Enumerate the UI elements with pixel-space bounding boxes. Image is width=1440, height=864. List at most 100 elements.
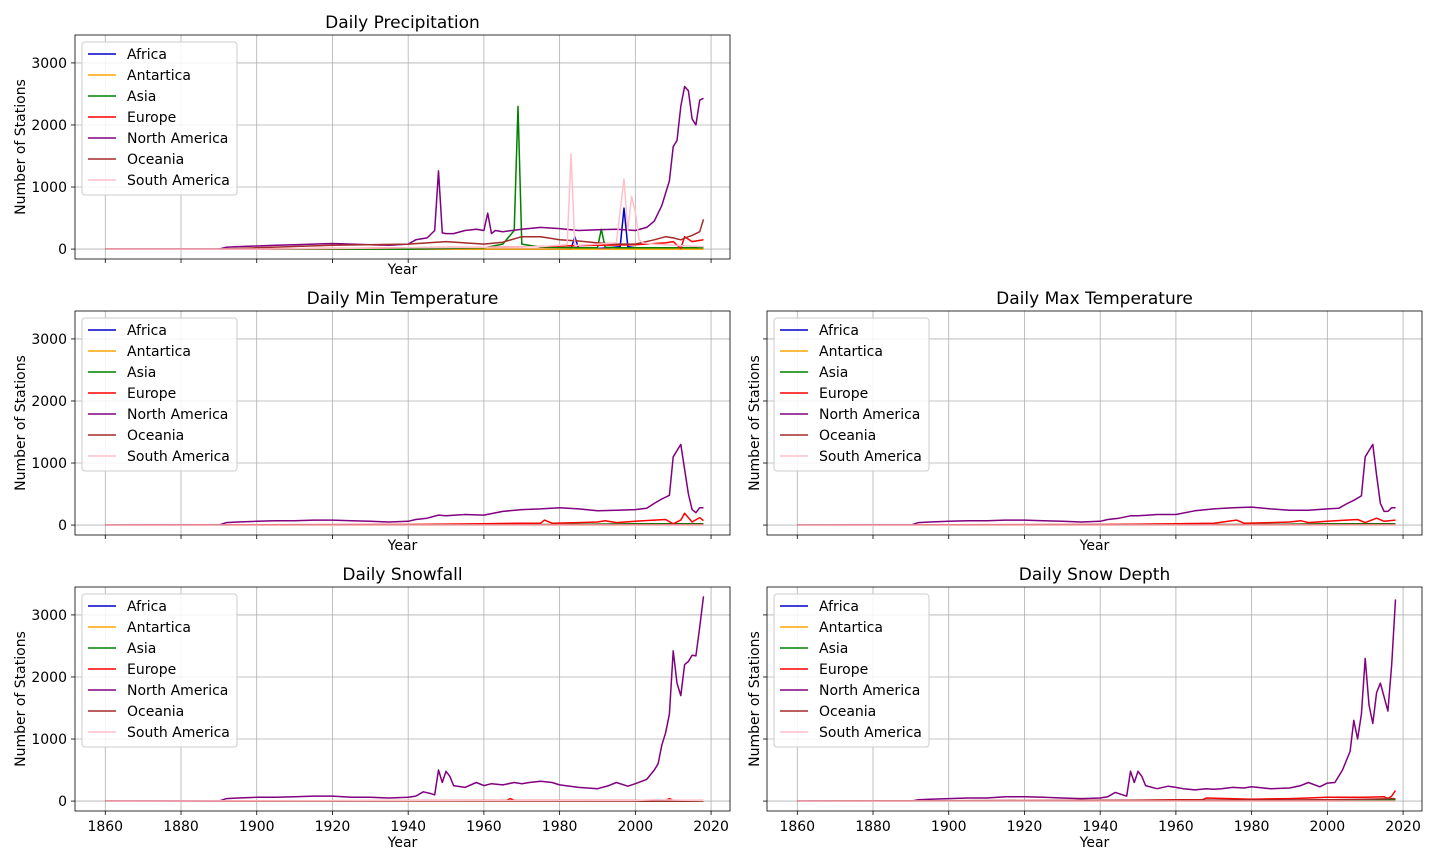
x-tick-label: 2020 bbox=[693, 819, 729, 835]
subplot-4: 1860 1880 1900 1920 1940 1960 1980 2000 2020 0 100… bbox=[13, 565, 731, 851]
legend: Africa Antartica Asia Europe North America Oc… bbox=[773, 593, 930, 748]
subplot-title: Daily Min Temperature bbox=[307, 289, 499, 309]
legend-label: Europe bbox=[819, 386, 868, 402]
series-line-north-america bbox=[105, 596, 705, 802]
x-axis-label: Year bbox=[1079, 835, 1110, 851]
legend-label: Oceania bbox=[819, 704, 876, 720]
subplot-1: 0 1000 2000 3000 Daily Precipitation Year Numb… bbox=[13, 13, 731, 278]
y-axis-label: Number of Stations bbox=[13, 631, 29, 767]
legend-label: Asia bbox=[127, 89, 156, 105]
legend-box bbox=[773, 317, 930, 472]
legend-label: North America bbox=[127, 131, 228, 147]
x-tick-label: 1900 bbox=[239, 819, 275, 835]
legend: Africa Antartica Asia Europe North America Oc… bbox=[81, 317, 238, 472]
x-tick-label: 1920 bbox=[1007, 819, 1043, 835]
x-tick-label: 2000 bbox=[618, 819, 654, 835]
legend-box bbox=[81, 317, 238, 472]
series-line-north-america bbox=[105, 443, 704, 526]
legend-label: Asia bbox=[127, 365, 156, 381]
legend-label: Africa bbox=[127, 47, 167, 63]
x-tick-label: 2020 bbox=[1385, 819, 1421, 835]
y-tick-label: 0 bbox=[58, 242, 67, 258]
legend-label: Antartica bbox=[127, 68, 191, 84]
y-axis-label: Number of Stations bbox=[747, 631, 763, 767]
legend-box bbox=[773, 593, 930, 748]
legend-label: Asia bbox=[127, 641, 156, 657]
y-axis-label: Number of Stations bbox=[13, 355, 29, 491]
legend-label: South America bbox=[127, 173, 230, 189]
x-tick-label: 1980 bbox=[1234, 819, 1270, 835]
y-tick-label: 3000 bbox=[31, 332, 67, 348]
y-tick-label: 2000 bbox=[31, 394, 67, 410]
legend-label: Africa bbox=[127, 599, 167, 615]
legend-label: North America bbox=[819, 407, 920, 423]
subplot-title: Daily Snow Depth bbox=[1019, 565, 1170, 585]
x-tick-label: 1960 bbox=[1158, 819, 1194, 835]
legend-label: Africa bbox=[127, 323, 167, 339]
axes-frame bbox=[766, 310, 1423, 536]
legend-label: Africa bbox=[819, 599, 859, 615]
legend-label: North America bbox=[819, 683, 920, 699]
subplot-5: 1860 1880 1900 1920 1940 1960 1980 2000 2020 Dail… bbox=[747, 565, 1423, 851]
legend-label: South America bbox=[127, 725, 230, 741]
x-tick-label: 1860 bbox=[87, 819, 123, 835]
legend-label: Oceania bbox=[127, 152, 184, 168]
legend-label: Europe bbox=[127, 110, 176, 126]
legend-label: Europe bbox=[127, 386, 176, 402]
axes-frame bbox=[74, 586, 731, 812]
legend-label: Antartica bbox=[127, 620, 191, 636]
subplot-title: Daily Max Temperature bbox=[996, 289, 1193, 309]
legend-label: Africa bbox=[819, 323, 859, 339]
series-line-asia bbox=[105, 105, 704, 250]
axes-frame bbox=[766, 586, 1423, 812]
series-line-north-america bbox=[797, 599, 1397, 802]
x-axis-label: Year bbox=[387, 262, 418, 278]
series-line-south-america bbox=[105, 799, 704, 802]
legend: Africa Antartica Asia Europe North America Oc… bbox=[81, 41, 238, 196]
legend-label: North America bbox=[127, 407, 228, 423]
x-tick-label: 1960 bbox=[466, 819, 502, 835]
series-line-north-america bbox=[797, 443, 1396, 526]
series-line-south-america bbox=[105, 153, 704, 250]
series-line-oceania bbox=[105, 219, 705, 250]
legend-label: Europe bbox=[127, 662, 176, 678]
x-tick-label: 1940 bbox=[1082, 819, 1118, 835]
legend: Africa Antartica Asia Europe North America Oc… bbox=[773, 317, 930, 472]
legend-label: South America bbox=[127, 449, 230, 465]
legend-label: Antartica bbox=[819, 620, 883, 636]
legend-label: Asia bbox=[819, 365, 848, 381]
y-tick-label: 1000 bbox=[31, 180, 67, 196]
legend-label: Oceania bbox=[127, 704, 184, 720]
axes-frame bbox=[74, 34, 731, 260]
subplot-3: Daily Max Temperature Year Number of Stati… bbox=[747, 289, 1423, 554]
legend-label: Antartica bbox=[127, 344, 191, 360]
x-tick-label: 1980 bbox=[542, 819, 578, 835]
axes-frame bbox=[74, 310, 731, 536]
x-tick-label: 1860 bbox=[779, 819, 815, 835]
legend-label: Europe bbox=[819, 662, 868, 678]
subplot-title: Daily Precipitation bbox=[325, 13, 480, 33]
x-axis-label: Year bbox=[1079, 538, 1110, 554]
legend-label: Antartica bbox=[819, 344, 883, 360]
y-tick-label: 0 bbox=[58, 518, 67, 534]
series-line-europe bbox=[105, 512, 704, 526]
subplot-title: Daily Snowfall bbox=[342, 565, 462, 585]
legend-label: Oceania bbox=[819, 428, 876, 444]
legend-label: Oceania bbox=[127, 428, 184, 444]
y-axis-label: Number of Stations bbox=[13, 79, 29, 215]
x-tick-label: 2000 bbox=[1310, 819, 1346, 835]
legend-label: North America bbox=[127, 683, 228, 699]
legend-label: South America bbox=[819, 725, 922, 741]
legend: Africa Antartica Asia Europe North America Oc… bbox=[81, 593, 238, 748]
x-tick-label: 1920 bbox=[315, 819, 351, 835]
y-tick-label: 3000 bbox=[31, 56, 67, 72]
series-line-europe bbox=[797, 517, 1396, 526]
legend-box bbox=[81, 593, 238, 748]
series-line-north-america bbox=[105, 85, 704, 250]
y-tick-label: 2000 bbox=[31, 670, 67, 686]
y-tick-label: 1000 bbox=[31, 732, 67, 748]
y-axis-label: Number of Stations bbox=[747, 355, 763, 491]
y-tick-label: 2000 bbox=[31, 118, 67, 134]
y-tick-label: 1000 bbox=[31, 456, 67, 472]
